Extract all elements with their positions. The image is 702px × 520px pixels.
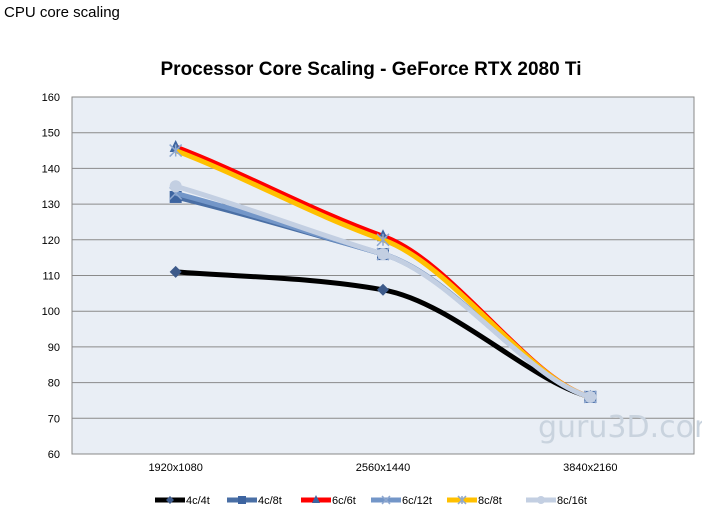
legend-label: 4c/8t xyxy=(258,495,282,507)
legend-item: 6c/12t xyxy=(371,495,432,507)
data-point-circle xyxy=(537,496,545,504)
y-tick-label: 150 xyxy=(42,128,60,140)
data-point-square xyxy=(238,496,246,504)
legend-label: 8c/16t xyxy=(557,495,587,507)
data-point-star xyxy=(169,144,183,158)
y-tick-label: 90 xyxy=(48,342,60,354)
watermark: guru3D.com xyxy=(538,410,702,445)
legend-item: 4c/4t xyxy=(155,495,210,507)
y-tick-label: 140 xyxy=(42,163,60,175)
legend-label: 6c/12t xyxy=(402,495,432,507)
y-tick-label: 110 xyxy=(42,271,60,283)
data-point-diamond xyxy=(166,496,174,504)
legend-label: 8c/8t xyxy=(478,495,502,507)
series-8c-16t xyxy=(169,180,597,403)
data-point-triangle xyxy=(312,495,320,503)
y-tick-label: 160 xyxy=(42,92,60,104)
page-heading: CPU core scaling xyxy=(4,4,120,21)
legend-label: 6c/6t xyxy=(332,495,356,507)
y-tick-label: 120 xyxy=(42,235,60,247)
y-tick-label: 70 xyxy=(48,413,60,425)
x-tick-label: 1920x1080 xyxy=(148,462,202,474)
legend-item: 8c/16t xyxy=(526,495,587,507)
data-point-star xyxy=(457,495,467,505)
legend-item: 8c/8t xyxy=(447,495,502,507)
data-point-x xyxy=(381,495,391,505)
legend-item: 6c/6t xyxy=(301,495,356,507)
x-tick-label: 3840x2160 xyxy=(563,462,617,474)
data-point-circle xyxy=(377,248,389,261)
legend-item: 4c/8t xyxy=(227,495,282,507)
x-tick-label: 2560x1440 xyxy=(356,462,410,474)
data-point-diamond xyxy=(377,283,389,296)
data-point-circle xyxy=(584,390,597,403)
y-tick-label: 100 xyxy=(42,306,60,318)
data-point-circle xyxy=(169,180,182,193)
legend-label: 4c/4t xyxy=(186,495,210,507)
chart-title: Processor Core Scaling - GeForce RTX 208… xyxy=(161,59,582,80)
y-tick-label: 60 xyxy=(48,449,60,461)
data-point-star xyxy=(376,233,390,247)
y-tick-label: 130 xyxy=(42,199,60,211)
y-tick-label: 80 xyxy=(48,378,60,390)
data-point-diamond xyxy=(169,265,182,278)
